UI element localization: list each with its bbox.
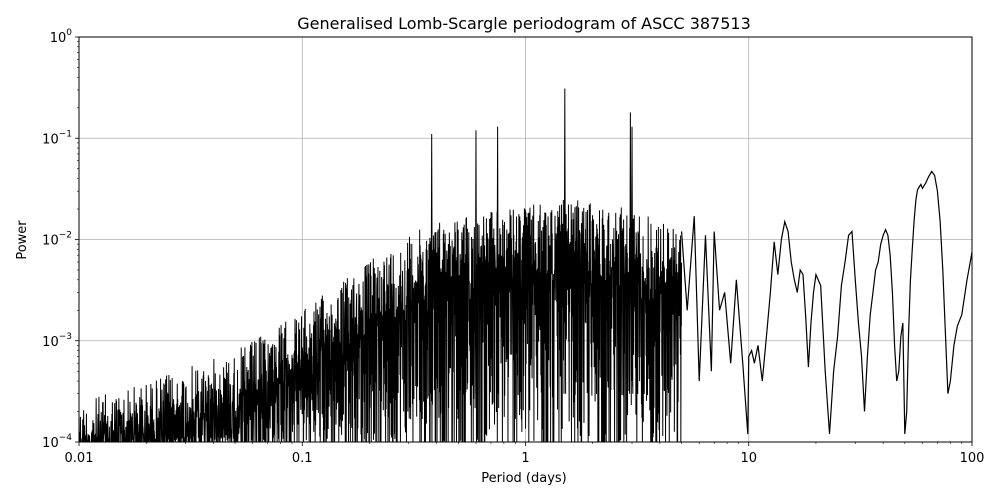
x-axis-label: Period (days): [481, 471, 567, 486]
y-tick-label: 10−1: [42, 129, 72, 147]
x-tick-label: 10: [740, 451, 757, 466]
x-tick-label: 0.1: [292, 451, 313, 466]
y-tick-label: 10−4: [42, 433, 72, 451]
x-tick-label: 100: [960, 451, 985, 466]
y-tick-label: 10−2: [42, 231, 72, 249]
axis-ticks: 0.01 0.1 1 10 100 10−4 10−3 10−2 10−1 100: [42, 28, 984, 466]
y-axis-label: Power: [15, 220, 30, 260]
periodogram-line-dense: [78, 88, 683, 444]
chart-title: Generalised Lomb-Scargle periodogram of …: [297, 14, 751, 33]
periodogram-line-smooth: [680, 170, 973, 435]
x-tick-label: 1: [521, 451, 529, 466]
x-tick-label: 0.01: [65, 451, 94, 466]
data-layer: [78, 88, 973, 444]
y-tick-label: 100: [50, 28, 73, 46]
y-tick-label: 10−3: [42, 332, 72, 350]
